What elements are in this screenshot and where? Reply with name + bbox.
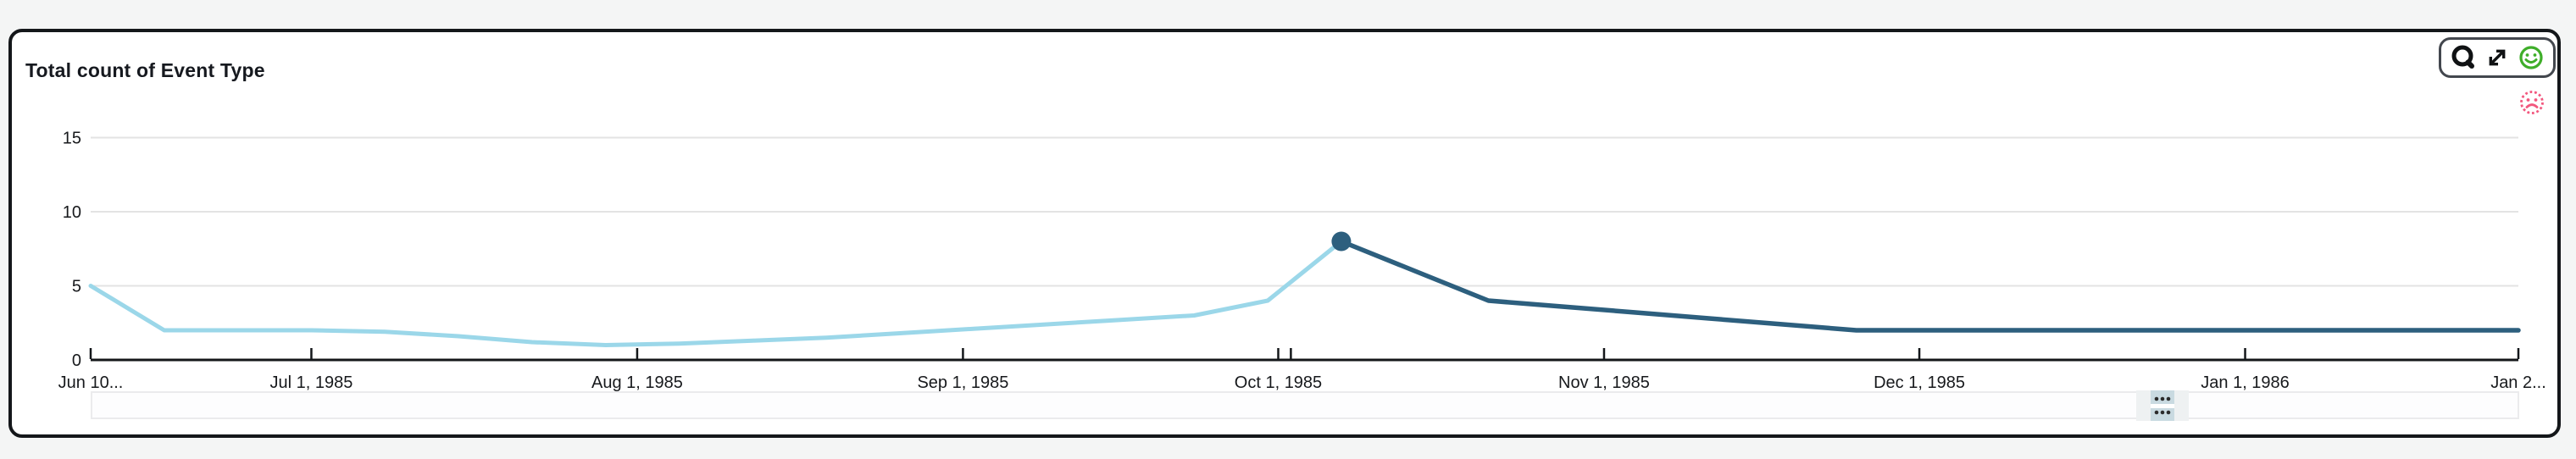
- x-axis-tick-label: Dec 1, 1985: [1874, 373, 1965, 392]
- y-axis-tick-label: 0: [72, 351, 81, 370]
- x-axis-tick-label: Jun 10...: [58, 373, 124, 392]
- zoom-search-icon: [2451, 45, 2474, 69]
- y-axis-tick-label: 10: [63, 203, 81, 222]
- visual-card: [8, 29, 2561, 438]
- y-axis-tick-label: 5: [72, 278, 81, 296]
- feedback-positive-button[interactable]: [2517, 43, 2545, 72]
- visual-title: Total count of Event Type: [25, 59, 265, 81]
- series-line-after-highlight[interactable]: [1339, 239, 2521, 333]
- highlighted-data-point[interactable]: [1331, 231, 1352, 252]
- visual-hover-toolbar: [2439, 37, 2556, 78]
- x-axis-tick-label: Jul 1, 1985: [270, 373, 353, 392]
- scrollbar-track[interactable]: [91, 391, 2519, 419]
- feedback-negative-button[interactable]: [2518, 88, 2546, 117]
- x-axis-tick-label: Sep 1, 1985: [917, 373, 1008, 392]
- expand-icon: [2489, 49, 2506, 66]
- expand-button[interactable]: [2483, 43, 2512, 72]
- feedback-negative-icon: [2520, 91, 2544, 114]
- series-line-before-highlight[interactable]: [88, 239, 1344, 347]
- y-axis-tick-label: 15: [63, 130, 81, 148]
- x-scrollbar[interactable]: [91, 390, 2519, 421]
- x-axis-tick-label: Jan 2...: [2490, 373, 2546, 392]
- drag-handle-icon[interactable]: [2136, 390, 2189, 421]
- x-axis-tick-label: Nov 1, 1985: [1558, 373, 1650, 392]
- x-axis-tick-label: Aug 1, 1985: [591, 373, 683, 392]
- zoom-search-button[interactable]: [2449, 43, 2478, 72]
- feedback-positive-icon: [2519, 46, 2543, 69]
- x-axis-tick-label: Jan 1, 1986: [2201, 373, 2290, 392]
- x-axis-tick-label: Oct 1, 1985: [1235, 373, 1322, 392]
